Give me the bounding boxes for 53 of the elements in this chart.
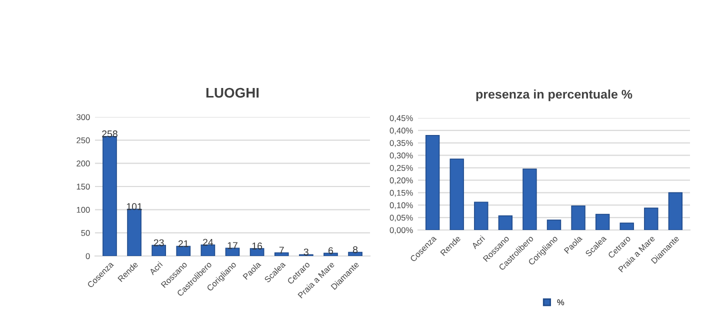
- data-label: 8: [352, 246, 358, 254]
- y-tick-label: 0,25%: [390, 164, 413, 172]
- chart-title: presenza in percentuale %: [476, 89, 632, 102]
- bar: [668, 192, 683, 230]
- bar: [498, 215, 513, 230]
- y-tick-label: 300: [76, 114, 90, 120]
- data-label: 6: [328, 247, 333, 254]
- y-tick-label: 0,30%: [390, 152, 413, 160]
- y-tick-label: 0,15%: [390, 190, 413, 197]
- data-label: 17: [228, 242, 238, 249]
- bar: [425, 135, 440, 230]
- bar: [127, 208, 142, 256]
- bar: [250, 248, 264, 256]
- data-label: 3: [304, 248, 308, 256]
- data-label: 23: [154, 239, 164, 246]
- chart-title: LUOGHI: [206, 88, 259, 98]
- bar: [102, 136, 117, 256]
- data-label: 101: [126, 203, 142, 210]
- bar: [644, 208, 658, 230]
- legend-label: %: [557, 299, 564, 306]
- bar: [571, 205, 586, 230]
- y-tick-label: 0,10%: [390, 202, 413, 210]
- bar: [348, 252, 362, 256]
- y-tick-label: 0,05%: [390, 214, 413, 222]
- bar: [324, 252, 338, 256]
- bar: [225, 248, 240, 256]
- data-label: 21: [178, 240, 188, 248]
- x-tick-label: Acri: [148, 261, 163, 276]
- bar: [200, 244, 216, 256]
- y-tick-label: 0,45%: [390, 115, 413, 122]
- data-label: 24: [203, 238, 214, 246]
- bar: [620, 222, 634, 230]
- data-label: 7: [279, 246, 284, 254]
- y-tick-label: 150: [76, 184, 90, 190]
- y-tick-label: 200: [76, 160, 90, 166]
- bar: [176, 246, 191, 256]
- bar: [474, 202, 488, 230]
- y-tick-label: 0,40%: [390, 128, 413, 135]
- data-label: 16: [252, 242, 262, 250]
- y-tick-label: 0,00%: [390, 227, 413, 234]
- y-tick-label: 100: [76, 206, 90, 213]
- bar: [152, 244, 166, 256]
- bar: [450, 158, 464, 230]
- y-tick-label: 250: [76, 137, 90, 144]
- bar: [546, 220, 562, 230]
- bar: [274, 252, 289, 256]
- data-label: 258: [102, 130, 118, 138]
- y-tick-label: 0,20%: [390, 177, 413, 184]
- y-tick-label: 0,35%: [390, 140, 413, 147]
- bar: [522, 168, 537, 230]
- y-tick-label: 0: [86, 253, 90, 260]
- y-tick-label: 50: [81, 230, 90, 236]
- bar: [595, 214, 610, 230]
